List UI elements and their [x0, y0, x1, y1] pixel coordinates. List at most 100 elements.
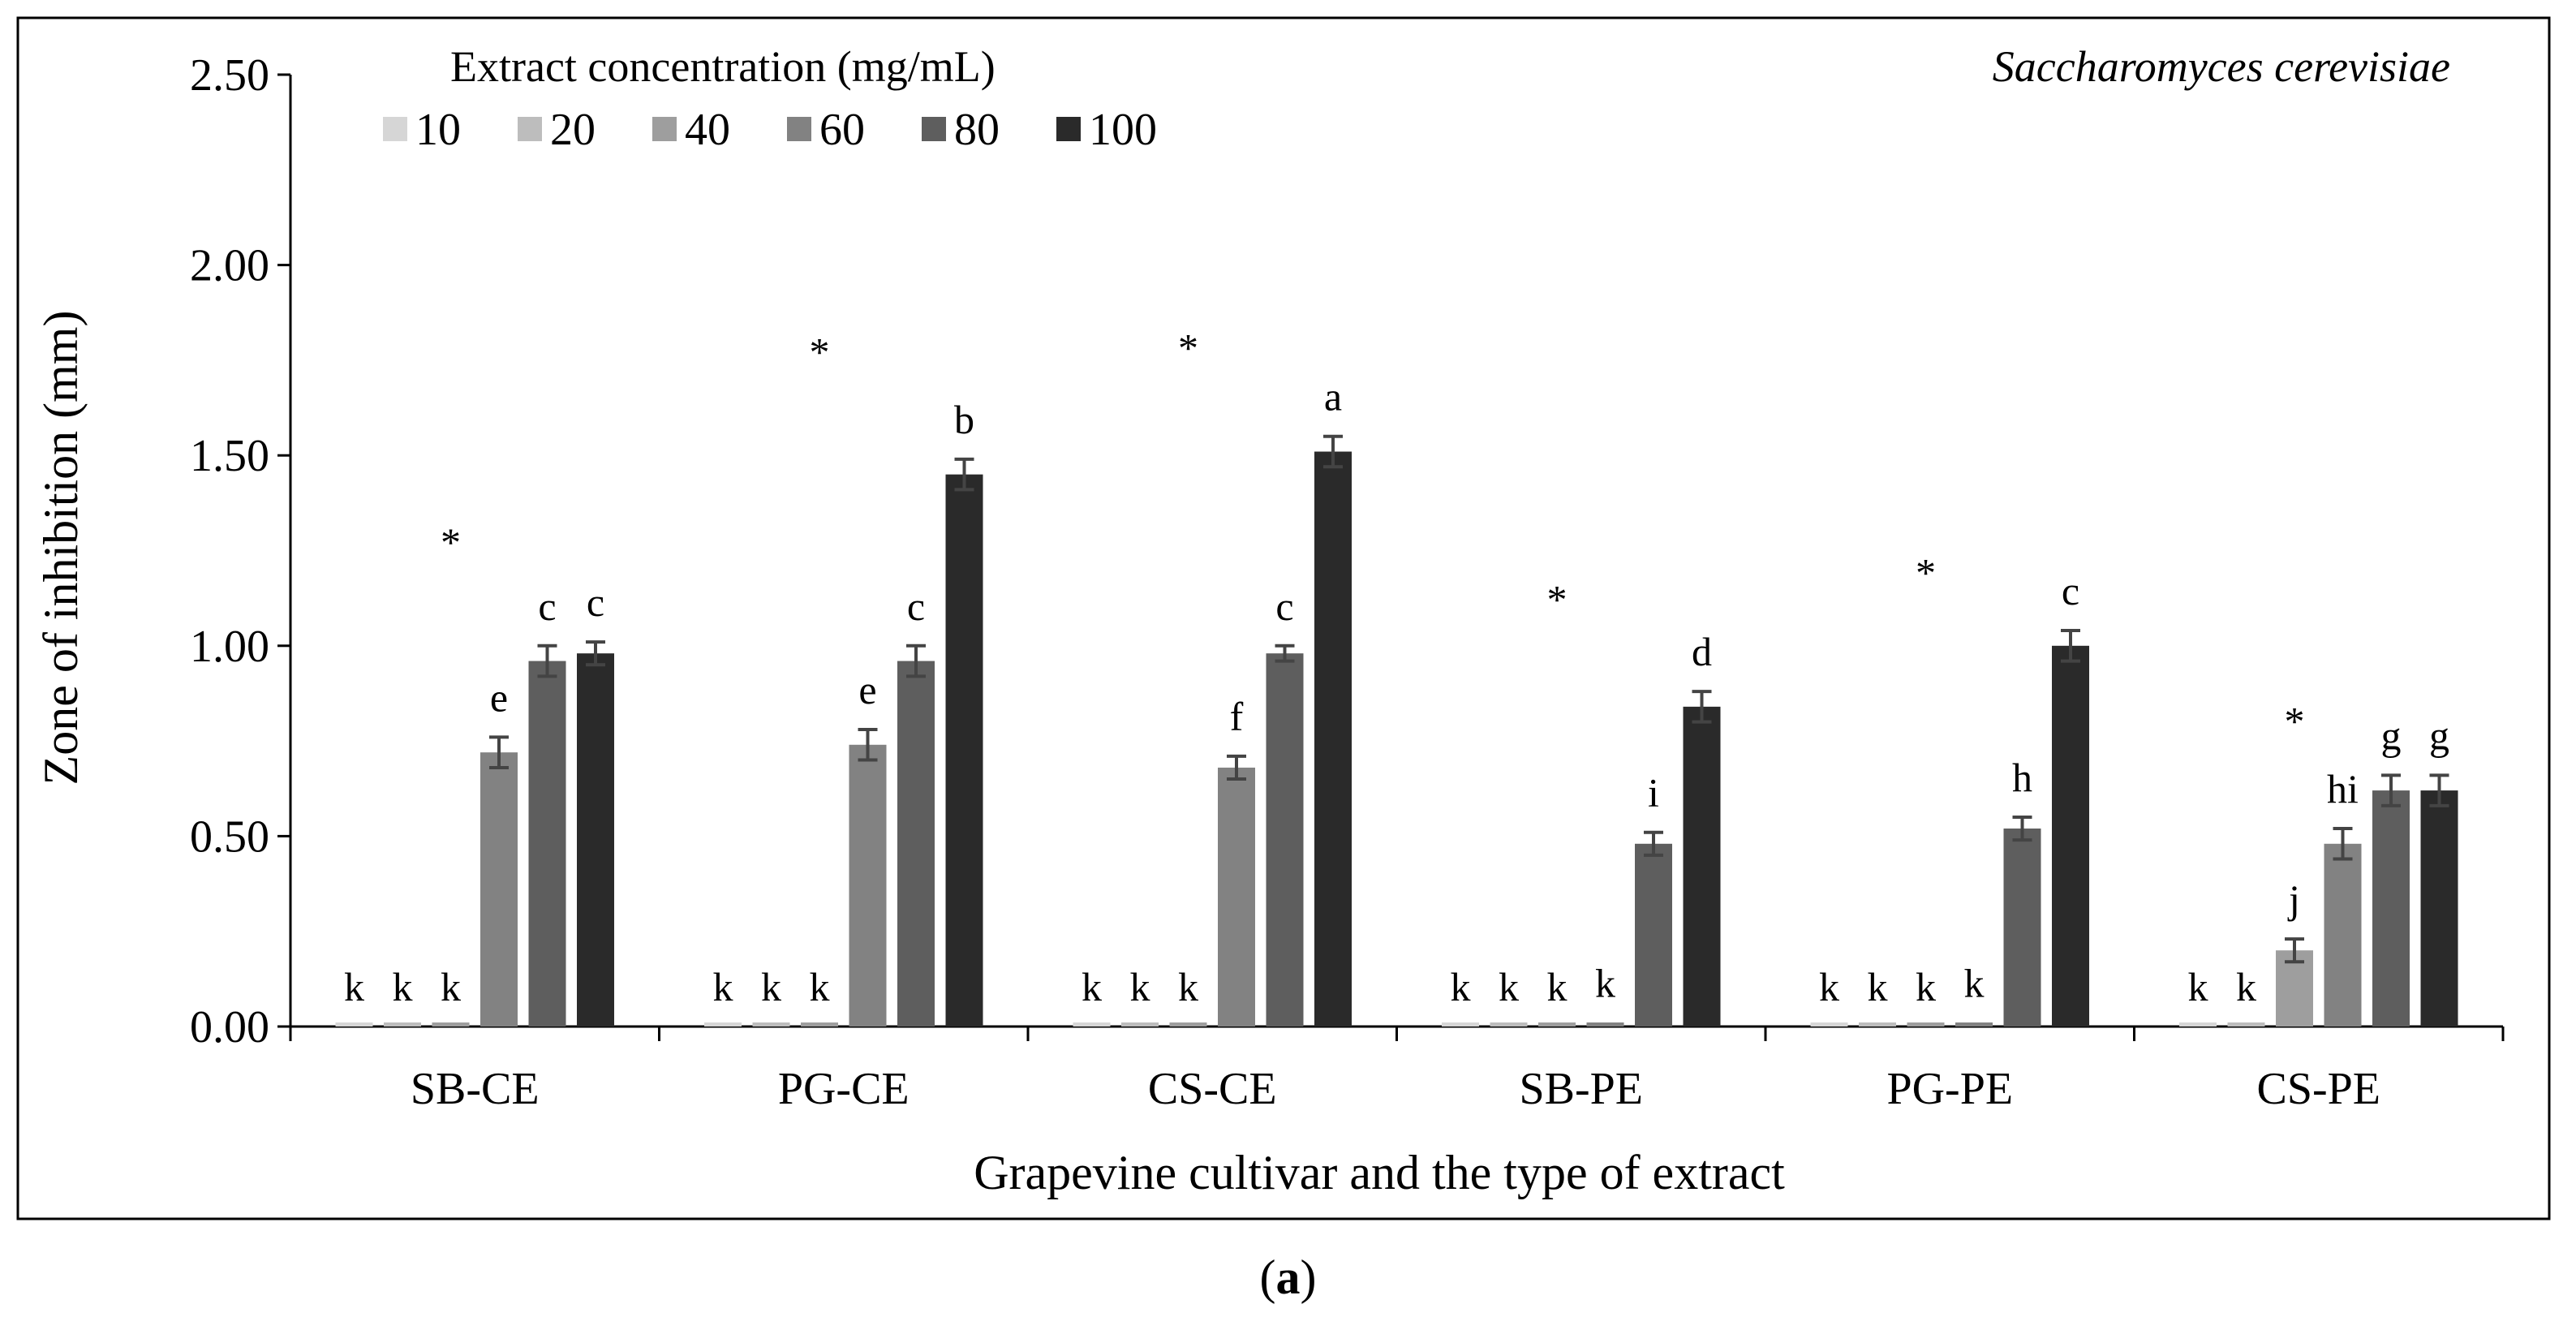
significance-letter: k [344, 964, 364, 1009]
significance-letter: c [2062, 568, 2079, 613]
significance-letter: k [393, 964, 413, 1009]
bar [897, 661, 935, 1027]
significance-letter: g [2429, 712, 2449, 758]
significance-letter: k [1499, 964, 1519, 1009]
chart-title: Saccharomyces cerevisiae [1993, 42, 2450, 91]
bar [1442, 1022, 1479, 1027]
panel-label: (a) [1259, 1250, 1317, 1304]
bar [801, 1022, 838, 1027]
x-tick-label: SB-CE [411, 1064, 540, 1114]
legend-label: 100 [1089, 105, 1157, 155]
bar [1635, 843, 1672, 1027]
significance-letter: k [1178, 964, 1198, 1009]
significance-letter: a [1324, 374, 1342, 420]
bar [1314, 451, 1352, 1027]
legend-swatch [922, 117, 946, 141]
asterisk-marker: * [2285, 699, 2305, 744]
bar [384, 1022, 421, 1027]
y-tick-label: 1.00 [190, 622, 269, 672]
significance-letter: k [1595, 960, 1615, 1005]
significance-letter: k [441, 964, 461, 1009]
significance-letter: c [907, 583, 925, 629]
x-tick-label: PG-PE [1886, 1064, 2013, 1114]
bar [2003, 829, 2041, 1027]
x-tick-label: CS-CE [1148, 1064, 1277, 1114]
x-tick-label: SB-PE [1520, 1064, 1644, 1114]
bar [1859, 1022, 1896, 1027]
asterisk-marker: * [1178, 325, 1198, 371]
significance-letter: i [1648, 770, 1659, 816]
x-tick-label: PG-CE [778, 1064, 910, 1114]
legend-label: 10 [415, 105, 461, 155]
significance-letter: c [1275, 583, 1293, 629]
bar [2052, 645, 2089, 1027]
legend: 10 20 40 60 80 100 [383, 105, 1157, 155]
significance-letter: f [1230, 694, 1244, 739]
y-tick-label: 1.50 [190, 431, 269, 481]
significance-letter: c [587, 579, 604, 625]
y-tick-label: 0.00 [190, 1002, 269, 1052]
bar [1266, 653, 1304, 1027]
bar [1121, 1022, 1159, 1027]
bar [1810, 1022, 1848, 1027]
bar [849, 744, 887, 1027]
significance-letter: k [2188, 964, 2208, 1009]
y-tick-label: 0.50 [190, 811, 269, 862]
significance-letter: k [1868, 964, 1888, 1009]
significance-letter: k [1547, 964, 1568, 1009]
significance-letter: e [858, 667, 876, 712]
bar [1490, 1022, 1528, 1027]
bar [1586, 1022, 1624, 1027]
significance-letter: e [490, 674, 508, 720]
y-axis-label: Zone of inhibition (mm) [34, 311, 88, 786]
significance-letter: k [810, 964, 830, 1009]
legend-swatch [1056, 117, 1081, 141]
legend-label: 20 [550, 105, 596, 155]
bar [1169, 1022, 1207, 1027]
significance-letter: k [1964, 960, 1985, 1005]
bars-layer [335, 434, 2458, 1027]
significance-letter: k [2236, 964, 2256, 1009]
legend-swatch [787, 117, 811, 141]
legend-swatch [383, 117, 407, 141]
significance-letter: k [1130, 964, 1150, 1009]
bar [1073, 1022, 1111, 1027]
chart-border [16, 16, 2551, 1220]
x-axis-label: Grapevine cultivar and the type of extra… [974, 1146, 1785, 1199]
y-tick-label: 2.00 [190, 241, 269, 291]
significance-letter: g [2381, 712, 2402, 758]
bar [1955, 1022, 1993, 1027]
significance-letter: hi [2327, 766, 2359, 811]
legend-label: 80 [954, 105, 1000, 155]
legend-label: 40 [685, 105, 730, 155]
asterisk-marker: * [1547, 576, 1568, 622]
significance-letter: j [2287, 876, 2300, 922]
bar [2372, 790, 2410, 1027]
bar [704, 1022, 742, 1027]
asterisk-marker: * [441, 519, 461, 565]
bar [945, 474, 983, 1027]
bar [2227, 1022, 2265, 1027]
legend-swatch [518, 117, 542, 141]
bar [335, 1022, 373, 1027]
significance-letter: b [954, 397, 974, 442]
bar [2420, 790, 2458, 1027]
bar [752, 1022, 790, 1027]
significance-letter: k [761, 964, 781, 1009]
significance-letter: k [1819, 964, 1839, 1009]
bar [1683, 706, 1721, 1027]
bar [1538, 1022, 1576, 1027]
asterisk-marker: * [810, 329, 830, 374]
bar [577, 653, 614, 1027]
significance-letter: c [538, 583, 556, 629]
bar [528, 661, 566, 1027]
x-tick-label: CS-PE [2257, 1064, 2381, 1114]
significance-letter: k [1916, 964, 1936, 1009]
bar [2179, 1022, 2217, 1027]
y-tick-label: 2.50 [190, 50, 269, 101]
legend-label: 60 [819, 105, 865, 155]
bar [2324, 843, 2362, 1027]
bar [1907, 1022, 1945, 1027]
